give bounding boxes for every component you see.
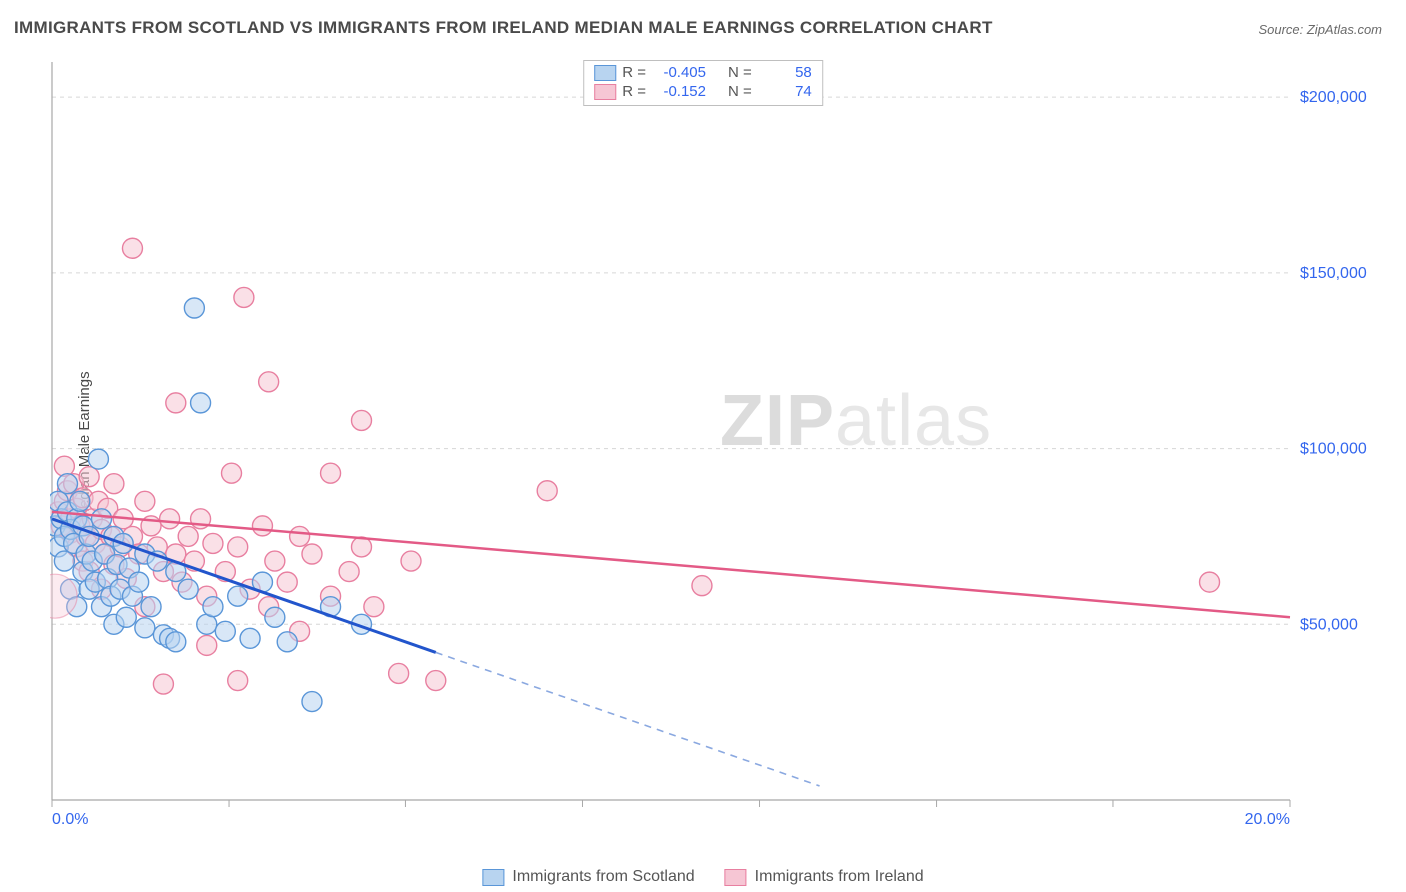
swatch-ireland <box>594 84 616 100</box>
svg-text:$200,000: $200,000 <box>1300 89 1367 106</box>
legend-row-ireland: R = -0.152 N = 74 <box>594 82 812 101</box>
r-label: R = <box>622 83 646 100</box>
legend-row-scotland: R = -0.405 N = 58 <box>594 63 812 82</box>
svg-text:0.0%: 0.0% <box>52 811 88 828</box>
svg-text:$150,000: $150,000 <box>1300 265 1367 282</box>
n-label: N = <box>728 83 752 100</box>
swatch-ireland <box>725 869 747 886</box>
svg-text:$50,000: $50,000 <box>1300 616 1358 633</box>
svg-text:$100,000: $100,000 <box>1300 441 1367 458</box>
legend-item-scotland: Immigrants from Scotland <box>482 868 694 886</box>
legend-item-ireland: Immigrants from Ireland <box>725 868 924 886</box>
r-value-scotland: -0.405 <box>652 64 706 81</box>
chart-title: IMMIGRANTS FROM SCOTLAND VS IMMIGRANTS F… <box>14 18 993 38</box>
svg-text:20.0%: 20.0% <box>1245 811 1290 828</box>
series-legend: Immigrants from Scotland Immigrants from… <box>474 868 931 886</box>
n-value-ireland: 74 <box>758 83 812 100</box>
legend-label-scotland: Immigrants from Scotland <box>512 868 694 886</box>
n-label: N = <box>728 64 752 81</box>
swatch-scotland <box>594 65 616 81</box>
scatter-plot: $50,000 $100,000 $150,000 $200,000 0.0% 20.0% <box>50 60 1380 830</box>
r-label: R = <box>622 64 646 81</box>
source-attribution: Source: ZipAtlas.com <box>1258 22 1382 37</box>
correlation-legend: R = -0.405 N = 58 R = -0.152 N = 74 <box>583 60 823 106</box>
swatch-scotland <box>482 869 504 886</box>
r-value-ireland: -0.152 <box>652 83 706 100</box>
n-value-scotland: 58 <box>758 64 812 81</box>
legend-label-ireland: Immigrants from Ireland <box>755 868 924 886</box>
